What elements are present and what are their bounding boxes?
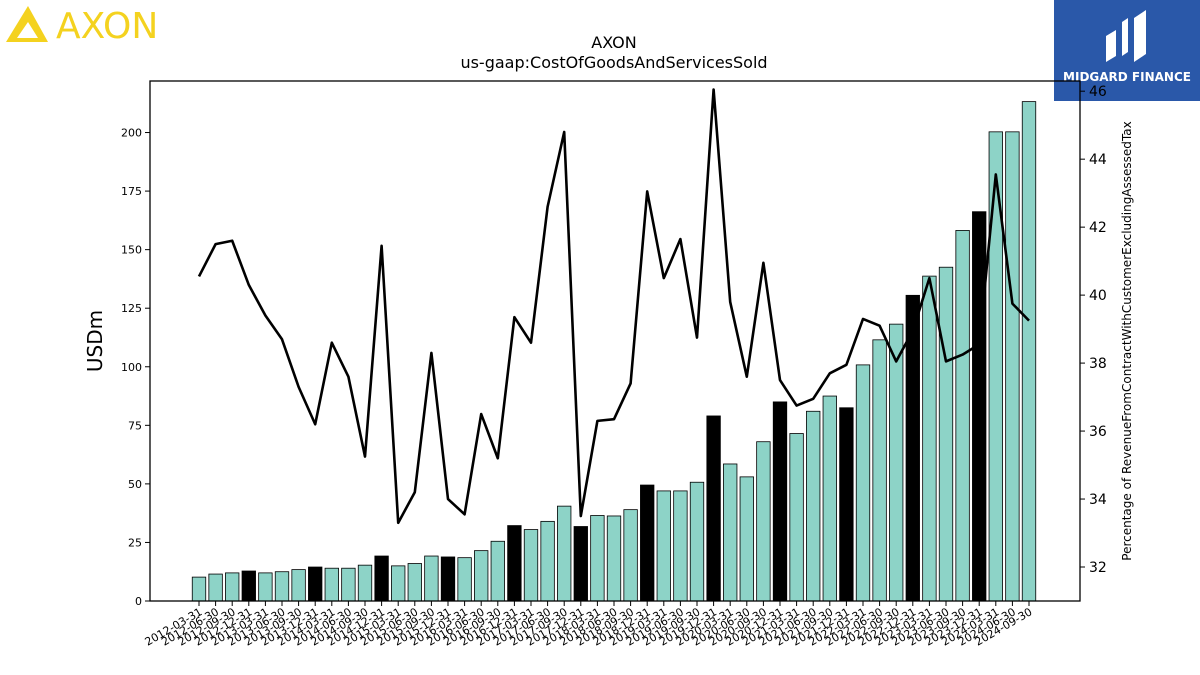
company-logo: AXON bbox=[0, 0, 200, 50]
bar-2020-06-30 bbox=[739, 476, 754, 602]
percentage-line bbox=[197, 88, 1030, 525]
y-axis-label: USDm bbox=[83, 310, 107, 372]
y-tick-label-0: 0 bbox=[135, 595, 142, 608]
bar-2017-06-30 bbox=[540, 520, 555, 602]
y-tick-label-125: 125 bbox=[121, 302, 142, 315]
bar-2023-06-30 bbox=[938, 266, 954, 602]
y2-tick-label-44: 44 bbox=[1089, 152, 1107, 168]
bar-2020-09-30 bbox=[756, 441, 771, 602]
y2-tick-label-40: 40 bbox=[1089, 288, 1107, 304]
bar-2023-09-30 bbox=[955, 230, 970, 602]
company-logo-text: AXON bbox=[56, 6, 158, 47]
bar-2014-12-31 bbox=[374, 555, 389, 602]
y2-tick-label-32: 32 bbox=[1089, 560, 1107, 576]
bar-2022-03-31 bbox=[855, 364, 871, 602]
y2-tick-label-42: 42 bbox=[1089, 220, 1107, 236]
chart-subtitle: us-gaap:CostOfGoodsAndServicesSold bbox=[460, 53, 767, 72]
chart-title: AXON bbox=[591, 33, 636, 52]
bar-2014-03-31 bbox=[324, 567, 339, 602]
bar-2014-09-30 bbox=[357, 564, 373, 602]
publisher-logo-text: MIDGARD FINANCE bbox=[1063, 70, 1191, 84]
y2-tick-label-36: 36 bbox=[1089, 424, 1107, 440]
bar-2012-12-31 bbox=[241, 570, 256, 602]
axes: 0255075100125150175200323436384042444620… bbox=[121, 80, 1107, 649]
bar-2013-12-31 bbox=[308, 566, 323, 602]
y2-axis-label: Percentage of RevenueFromContractWithCus… bbox=[1120, 121, 1134, 560]
bar-2023-03-31 bbox=[922, 275, 937, 602]
bar-2013-03-31 bbox=[258, 572, 273, 602]
bar-2017-03-31 bbox=[523, 529, 539, 602]
bar-2016-09-30 bbox=[490, 540, 505, 602]
y-tick-label-75: 75 bbox=[128, 419, 142, 432]
bar-2021-03-31 bbox=[789, 433, 804, 602]
bar-2012-09-30 bbox=[225, 572, 240, 602]
y-tick-label-150: 150 bbox=[121, 244, 142, 257]
bar-2013-06-30 bbox=[274, 571, 290, 602]
logo-bar-mid-icon bbox=[1122, 18, 1128, 56]
publisher-logo: MIDGARD FINANCE bbox=[1054, 0, 1200, 101]
y-tick-label-200: 200 bbox=[121, 127, 142, 140]
bar-2019-09-30 bbox=[689, 481, 705, 602]
y2-tick-label-34: 34 bbox=[1089, 492, 1107, 508]
bar-2024-09-30 bbox=[1021, 101, 1037, 602]
plot-frame bbox=[149, 80, 1081, 602]
bar-2017-09-30 bbox=[557, 505, 572, 602]
bar-2016-03-31 bbox=[457, 557, 472, 602]
bar-2021-12-31 bbox=[839, 407, 854, 602]
y-tick-label-175: 175 bbox=[121, 185, 142, 198]
bar-2015-06-30 bbox=[407, 563, 422, 602]
bar-2016-12-31 bbox=[507, 525, 522, 602]
bar-2018-06-30 bbox=[606, 515, 622, 602]
y-tick-label-25: 25 bbox=[128, 536, 142, 549]
bar-2019-12-31 bbox=[706, 415, 721, 602]
logo-bar-left-icon bbox=[1106, 30, 1116, 62]
bar-2018-03-31 bbox=[590, 515, 605, 602]
bar-2022-09-30 bbox=[889, 323, 904, 602]
bar-2018-09-30 bbox=[623, 509, 638, 602]
bar-2019-03-31 bbox=[656, 490, 671, 602]
logo-bar-right-icon bbox=[1134, 10, 1146, 62]
bar-2024-06-30 bbox=[1005, 131, 1020, 602]
bar-2013-09-30 bbox=[291, 569, 306, 602]
y-tick-label-50: 50 bbox=[128, 478, 142, 491]
bar-2015-03-31 bbox=[391, 565, 406, 602]
bar-2020-12-31 bbox=[772, 401, 788, 602]
line-series bbox=[197, 88, 1030, 525]
bar-series bbox=[191, 101, 1037, 602]
bar-2012-06-30 bbox=[208, 573, 223, 602]
y-tick-label-100: 100 bbox=[121, 361, 142, 374]
bar-2016-06-30 bbox=[474, 550, 489, 602]
y2-tick-label-46: 46 bbox=[1089, 84, 1107, 100]
bar-2019-06-30 bbox=[673, 490, 688, 602]
bar-2015-09-30 bbox=[424, 555, 439, 602]
y2-tick-label-38: 38 bbox=[1089, 356, 1107, 372]
logo-inner-mark-icon bbox=[17, 22, 38, 38]
bar-2021-09-30 bbox=[822, 395, 837, 602]
bar-2012-03-31 bbox=[191, 576, 207, 602]
bar-2022-06-30 bbox=[872, 339, 887, 602]
bar-2015-12-31 bbox=[440, 556, 456, 602]
publisher-logo-mark: MIDGARD FINANCE bbox=[1063, 10, 1191, 84]
bar-2017-12-31 bbox=[573, 526, 588, 602]
bar-2018-12-31 bbox=[640, 484, 655, 602]
bar-2021-06-30 bbox=[806, 410, 821, 602]
bar-2020-03-31 bbox=[723, 463, 738, 602]
company-logo-mark: AXON bbox=[6, 6, 158, 47]
bar-2014-06-30 bbox=[341, 567, 356, 602]
bar-2023-12-31 bbox=[972, 211, 987, 602]
